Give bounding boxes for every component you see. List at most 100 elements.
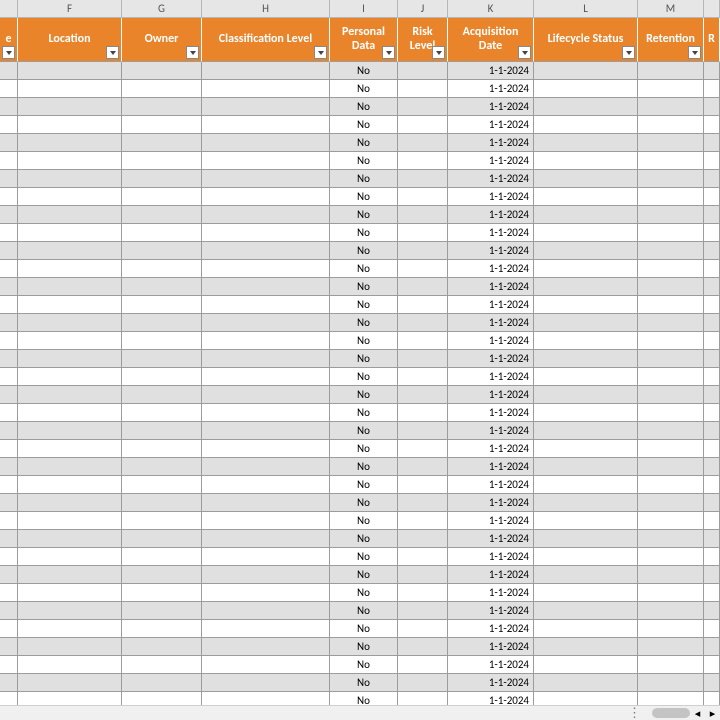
table-cell[interactable] <box>638 530 704 548</box>
table-cell[interactable] <box>0 260 18 278</box>
table-cell[interactable] <box>122 80 202 98</box>
table-cell[interactable] <box>0 368 18 386</box>
table-cell[interactable]: No <box>330 134 398 152</box>
table-cell[interactable]: 1-1-2024 <box>448 638 534 656</box>
table-cell[interactable] <box>0 242 18 260</box>
table-cell[interactable] <box>704 98 720 116</box>
table-cell[interactable] <box>534 242 638 260</box>
table-cell[interactable]: 1-1-2024 <box>448 548 534 566</box>
table-cell[interactable] <box>122 170 202 188</box>
table-cell[interactable] <box>638 656 704 674</box>
table-cell[interactable] <box>704 116 720 134</box>
table-cell[interactable] <box>704 188 720 206</box>
table-cell[interactable] <box>18 296 122 314</box>
table-cell[interactable]: No <box>330 566 398 584</box>
table-cell[interactable] <box>398 422 448 440</box>
column-letter[interactable]: M <box>638 0 704 17</box>
table-cell[interactable] <box>0 278 18 296</box>
table-cell[interactable] <box>704 314 720 332</box>
table-cell[interactable]: 1-1-2024 <box>448 386 534 404</box>
table-cell[interactable] <box>704 566 720 584</box>
table-cell[interactable]: No <box>330 98 398 116</box>
table-cell[interactable]: 1-1-2024 <box>448 440 534 458</box>
table-cell[interactable] <box>704 134 720 152</box>
filter-dropdown-icon[interactable] <box>314 46 327 59</box>
filter-dropdown-icon[interactable] <box>688 46 701 59</box>
table-cell[interactable] <box>202 602 330 620</box>
table-cell[interactable] <box>398 584 448 602</box>
table-cell[interactable] <box>202 422 330 440</box>
table-cell[interactable] <box>18 206 122 224</box>
table-cell[interactable]: No <box>330 260 398 278</box>
table-cell[interactable] <box>122 620 202 638</box>
table-cell[interactable] <box>0 404 18 422</box>
table-cell[interactable] <box>638 602 704 620</box>
table-cell[interactable] <box>122 530 202 548</box>
table-cell[interactable]: 1-1-2024 <box>448 134 534 152</box>
table-cell[interactable] <box>202 584 330 602</box>
table-cell[interactable] <box>534 116 638 134</box>
table-cell[interactable] <box>534 260 638 278</box>
table-cell[interactable] <box>18 476 122 494</box>
column-header[interactable]: Location <box>18 18 122 62</box>
table-cell[interactable]: 1-1-2024 <box>448 224 534 242</box>
table-cell[interactable] <box>0 314 18 332</box>
table-cell[interactable]: 1-1-2024 <box>448 674 534 692</box>
table-cell[interactable] <box>18 278 122 296</box>
table-cell[interactable]: No <box>330 224 398 242</box>
table-cell[interactable] <box>704 494 720 512</box>
table-cell[interactable]: 1-1-2024 <box>448 350 534 368</box>
table-cell[interactable] <box>398 332 448 350</box>
column-header[interactable]: Classification Level <box>202 18 330 62</box>
table-cell[interactable] <box>18 386 122 404</box>
table-cell[interactable] <box>534 476 638 494</box>
table-cell[interactable] <box>122 296 202 314</box>
column-letter[interactable]: G <box>122 0 202 17</box>
table-cell[interactable] <box>18 314 122 332</box>
table-cell[interactable]: No <box>330 188 398 206</box>
table-cell[interactable] <box>122 98 202 116</box>
table-cell[interactable]: 1-1-2024 <box>448 98 534 116</box>
table-cell[interactable]: 1-1-2024 <box>448 656 534 674</box>
table-cell[interactable]: 1-1-2024 <box>448 62 534 80</box>
table-cell[interactable] <box>398 62 448 80</box>
table-cell[interactable]: 1-1-2024 <box>448 278 534 296</box>
table-cell[interactable] <box>202 224 330 242</box>
column-letter[interactable] <box>704 0 720 17</box>
table-cell[interactable] <box>18 170 122 188</box>
table-cell[interactable] <box>534 62 638 80</box>
table-cell[interactable] <box>0 530 18 548</box>
table-cell[interactable] <box>704 422 720 440</box>
table-cell[interactable] <box>202 116 330 134</box>
table-cell[interactable] <box>398 458 448 476</box>
table-cell[interactable] <box>704 602 720 620</box>
table-cell[interactable] <box>534 224 638 242</box>
table-cell[interactable] <box>202 296 330 314</box>
table-cell[interactable] <box>0 116 18 134</box>
table-cell[interactable] <box>704 260 720 278</box>
table-cell[interactable] <box>704 440 720 458</box>
table-cell[interactable]: 1-1-2024 <box>448 80 534 98</box>
table-cell[interactable] <box>18 224 122 242</box>
table-cell[interactable]: No <box>330 278 398 296</box>
table-cell[interactable] <box>638 278 704 296</box>
column-header[interactable]: e <box>0 18 18 62</box>
table-cell[interactable]: 1-1-2024 <box>448 206 534 224</box>
table-cell[interactable] <box>0 134 18 152</box>
table-cell[interactable]: No <box>330 62 398 80</box>
filter-dropdown-icon[interactable] <box>2 46 15 59</box>
table-cell[interactable] <box>638 296 704 314</box>
table-cell[interactable] <box>202 332 330 350</box>
filter-dropdown-icon[interactable] <box>106 46 119 59</box>
table-cell[interactable] <box>122 548 202 566</box>
table-cell[interactable] <box>0 476 18 494</box>
table-cell[interactable] <box>18 602 122 620</box>
table-cell[interactable] <box>18 656 122 674</box>
filter-dropdown-icon[interactable] <box>432 46 445 59</box>
table-cell[interactable] <box>122 260 202 278</box>
table-cell[interactable]: 1-1-2024 <box>448 368 534 386</box>
filter-dropdown-icon[interactable] <box>622 46 635 59</box>
table-cell[interactable]: 1-1-2024 <box>448 188 534 206</box>
table-cell[interactable] <box>202 440 330 458</box>
table-cell[interactable] <box>704 404 720 422</box>
